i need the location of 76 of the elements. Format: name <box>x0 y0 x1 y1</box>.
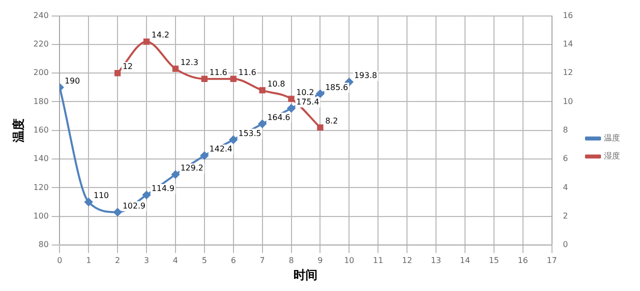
x-tick-label: 14 <box>460 256 470 265</box>
x-tick-label: 16 <box>518 256 528 265</box>
y2-tick-label: 12 <box>562 68 574 78</box>
x-tick-label: 7 <box>260 256 265 265</box>
point <box>171 170 180 179</box>
x-tick-label: 9 <box>318 256 323 265</box>
y2-tick-label: 16 <box>562 10 574 20</box>
x-tick-label: 10 <box>344 256 354 265</box>
data-label: 11.6 <box>238 68 256 77</box>
x-tick-label: 1 <box>86 256 92 265</box>
data-label: 10.8 <box>267 79 286 88</box>
y-tick-label: 120 <box>33 182 49 192</box>
y2-tick-label: 10 <box>562 96 574 106</box>
x-tick-label: 2 <box>115 256 120 265</box>
point <box>288 96 294 102</box>
x-tick-label: 11 <box>373 256 384 265</box>
data-label: 142.4 <box>209 144 232 154</box>
point <box>142 191 151 200</box>
y-tick-label: 140 <box>33 154 49 164</box>
x-tick-label: 8 <box>288 256 294 265</box>
y2-tick-label: 4 <box>562 182 568 192</box>
data-label: 175.4 <box>296 97 320 106</box>
data-label: 102.9 <box>122 201 146 210</box>
y2-tick-label: 2 <box>562 211 568 220</box>
data-label: 153.5 <box>238 128 262 138</box>
y-tick-label: 160 <box>33 125 49 134</box>
x-tick-label: 0 <box>57 256 62 265</box>
point <box>229 136 238 144</box>
y-tick-label: 100 <box>33 211 49 220</box>
data-label: 14.2 <box>152 30 170 40</box>
data-label: 164.6 <box>267 112 290 122</box>
y2-tick-label: 6 <box>562 154 568 164</box>
point <box>172 66 179 72</box>
y2-tick-label: 8 <box>562 125 568 134</box>
point <box>114 208 122 216</box>
data-label: 10.2 <box>296 88 314 97</box>
data-label: 110 <box>94 191 109 200</box>
legend-label: 温度 <box>604 134 620 143</box>
data-label: 185.6 <box>325 82 348 92</box>
point <box>259 87 266 94</box>
data-label: 8.2 <box>325 116 338 126</box>
legend-label: 湿度 <box>604 152 620 161</box>
data-label: 11.6 <box>209 68 228 77</box>
x-tick-label: 3 <box>144 256 150 265</box>
x-tick-label: 15 <box>488 256 500 265</box>
point <box>201 76 208 82</box>
x-axis-title: 时间 <box>294 268 318 282</box>
point <box>143 38 150 45</box>
x-tick-label: 6 <box>230 256 236 265</box>
point <box>317 124 324 131</box>
point <box>84 198 93 206</box>
point <box>114 70 121 76</box>
x-tick-label: 5 <box>202 256 207 265</box>
point <box>230 76 236 82</box>
data-label: 193.8 <box>354 71 378 80</box>
y-tick-label: 200 <box>33 68 49 78</box>
point <box>316 90 324 98</box>
data-label: 114.9 <box>152 184 174 194</box>
y-tick-label: 180 <box>33 96 49 106</box>
y-tick-label: 220 <box>33 40 49 49</box>
data-label: 12 <box>122 62 133 72</box>
y2-tick-label: 0 <box>562 240 568 250</box>
x-tick-label: 4 <box>172 256 178 265</box>
data-label: 129.2 <box>180 164 204 173</box>
point <box>200 152 208 160</box>
y-axis-title: 温度 <box>11 118 26 144</box>
y2-tick-label: 14 <box>562 40 574 49</box>
data-label: 12.3 <box>180 58 198 67</box>
y-tick-label: 240 <box>33 10 49 20</box>
x-tick-label: 17 <box>546 256 557 265</box>
point <box>287 104 296 112</box>
point <box>258 120 266 128</box>
x-tick-label: 12 <box>402 256 412 265</box>
data-label: 190 <box>64 76 80 86</box>
x-tick-label: 13 <box>430 256 442 265</box>
y-tick-label: 80 <box>38 240 49 250</box>
